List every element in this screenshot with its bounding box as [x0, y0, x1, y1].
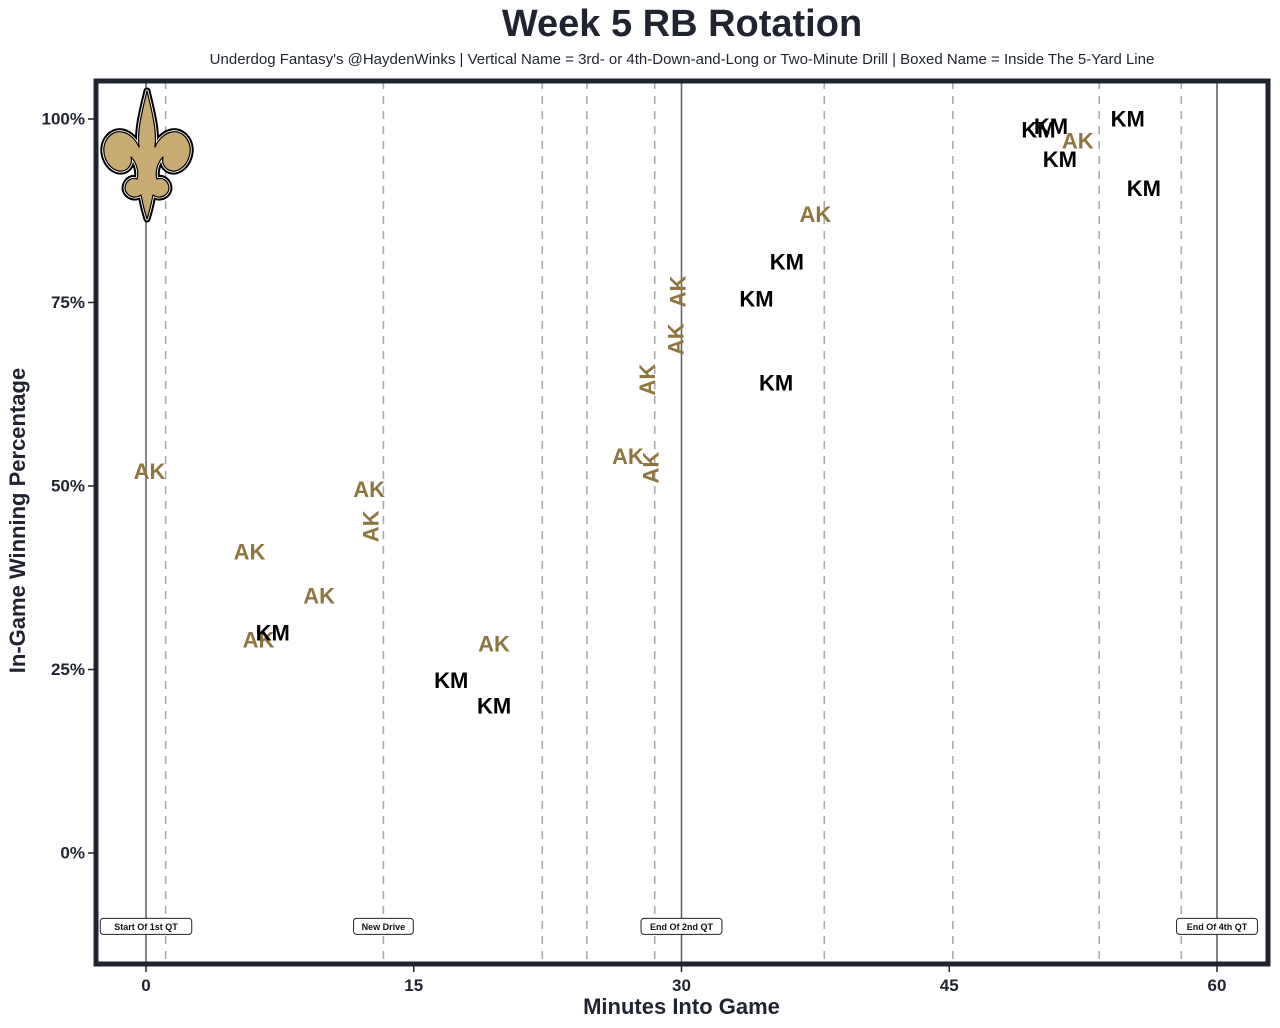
point-ak: AK [353, 477, 385, 502]
point-ak: AK [358, 510, 383, 542]
annotation-box [640, 917, 723, 935]
annotation-box [1176, 917, 1258, 935]
x-tick-label: 60 [1208, 976, 1227, 995]
chart-title: Week 5 RB Rotation [501, 3, 863, 45]
point-ak: AK [243, 628, 275, 653]
annotation-label: New Drive [353, 917, 414, 935]
y-tick-label: 75% [51, 293, 85, 312]
annotation-box [99, 917, 193, 935]
annotation-text: Start Of 1st QT [114, 922, 178, 932]
team-logo [100, 87, 194, 223]
point-km: KM [1127, 176, 1161, 201]
point-km: KM [1034, 114, 1068, 139]
x-tick-label: 45 [940, 976, 959, 995]
point-ak: AK [134, 459, 166, 484]
annotation-text: End Of 4th QT [1187, 922, 1248, 932]
point-ak: AK [635, 364, 660, 396]
point-ak: AK [303, 584, 335, 609]
annotation-label: Start Of 1st QT [99, 917, 193, 935]
point-ak: AK [799, 202, 831, 227]
y-tick-label: 0% [60, 844, 85, 863]
point-ak: AK [665, 275, 690, 307]
point-km: KM [477, 694, 511, 719]
saints-fleur-de-lis-icon [100, 87, 194, 223]
y-tick-label: 100% [42, 110, 85, 129]
annotation-text: End Of 2nd QT [650, 922, 713, 932]
x-tick-label: 0 [141, 976, 150, 995]
point-km: KM [770, 250, 804, 275]
point-km: KM [1043, 147, 1077, 172]
annotation-label: End Of 2nd QT [640, 917, 723, 935]
x-tick-label: 15 [404, 976, 423, 995]
annotation-label: End Of 4th QT [1176, 917, 1258, 935]
annotations: Start Of 1st QT New Drive End Of 2nd QT End… [99, 917, 1258, 935]
point-ak: AK [1062, 129, 1094, 154]
annotation-text: New Drive [362, 922, 406, 932]
point-ak: AK [612, 444, 644, 469]
annotation-box [353, 917, 414, 935]
point-km: KM [759, 371, 793, 396]
x-tick-label: 30 [672, 976, 691, 995]
point-km: KM [1111, 107, 1145, 132]
point-ak: AK [234, 540, 266, 565]
reference-lines [145, 81, 1218, 964]
point-ak: AK [478, 631, 510, 656]
point-km: KM [739, 286, 773, 311]
y-tick-label: 25% [51, 660, 85, 679]
point-km: KM [1021, 118, 1055, 143]
chart-subtitle: Underdog Fantasy's @HaydenWinks | Vertic… [209, 51, 1155, 68]
x-axis-title: Minutes Into Game [583, 994, 780, 1019]
point-ak: AK [639, 452, 664, 484]
plot-frame [93, 78, 1271, 967]
point-km: KM [256, 620, 290, 645]
point-km: KM [434, 668, 468, 693]
point-ak: AK [664, 323, 689, 355]
y-tick-label: 50% [51, 477, 85, 496]
axes: 0 15 30 45 60 0% 25% 50% 75% 100% [42, 110, 1227, 996]
y-axis-title: In-Game Winning Percentage [5, 368, 30, 673]
data-points: AKAKAKAKAKAKAKAKAKAKAKAKAKAKKMKMKMKMKMKM… [134, 107, 1161, 719]
